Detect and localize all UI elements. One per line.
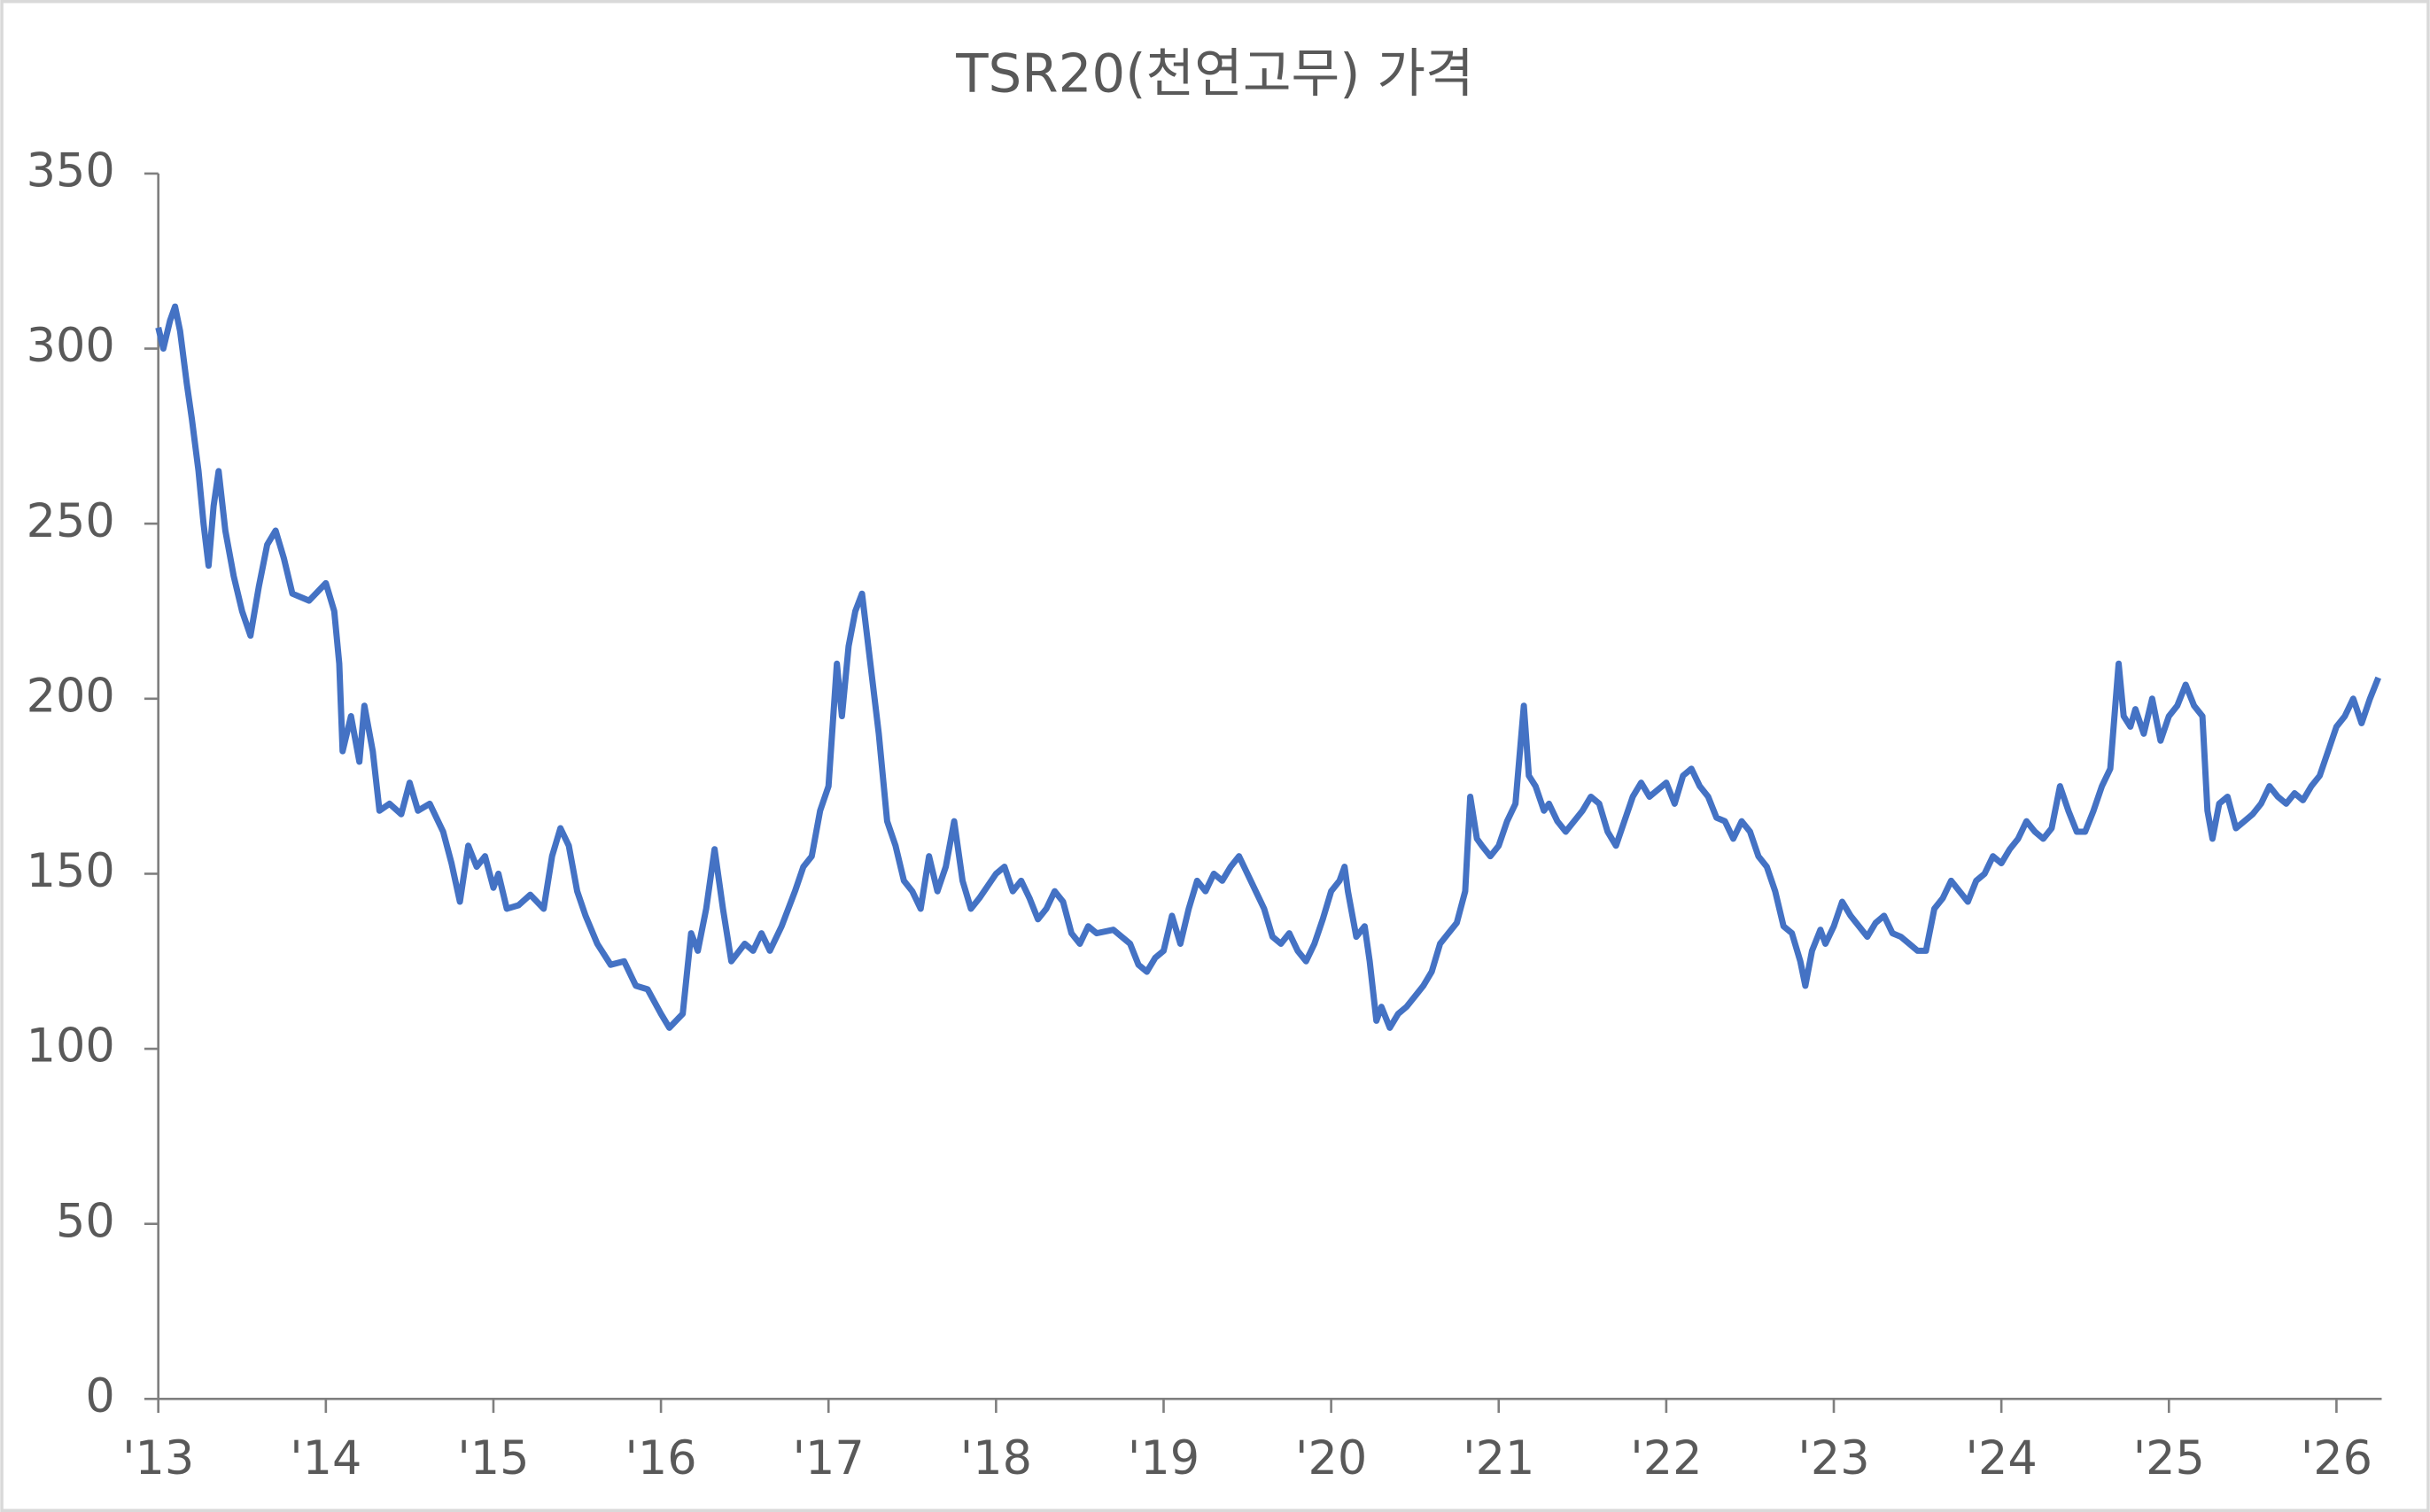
y-tick-label: 300	[27, 319, 115, 373]
y-tick-label: 100	[27, 1020, 115, 1074]
chart-title: TSR20(천연고무) 가격	[955, 44, 1473, 105]
y-tick-label: 150	[27, 844, 115, 898]
x-tick-label: '23	[1797, 1431, 1869, 1485]
x-tick-label: '24	[1966, 1431, 2038, 1485]
y-tick-label: 250	[27, 494, 115, 548]
x-tick-label: '14	[290, 1431, 361, 1485]
x-tick-label: '16	[625, 1431, 697, 1485]
x-tick-label: '25	[2133, 1431, 2205, 1485]
x-tick-label: '18	[960, 1431, 1032, 1485]
y-tick-label: 50	[56, 1194, 115, 1248]
y-tick-label: 350	[27, 144, 115, 198]
x-tick-label: '17	[793, 1431, 865, 1485]
data-line	[155, 303, 2381, 1031]
x-tick-label: '21	[1463, 1431, 1534, 1485]
x-tick-label: '20	[1295, 1431, 1367, 1485]
y-tick-label: 200	[27, 669, 115, 723]
x-tick-label: '19	[1128, 1431, 1199, 1485]
x-tick-label: '15	[457, 1431, 529, 1485]
x-tick-label: '22	[1630, 1431, 1702, 1485]
x-tick-label: '13	[122, 1431, 194, 1485]
x-tick-label: '26	[2301, 1431, 2372, 1485]
y-tick-label: 0	[85, 1369, 114, 1423]
